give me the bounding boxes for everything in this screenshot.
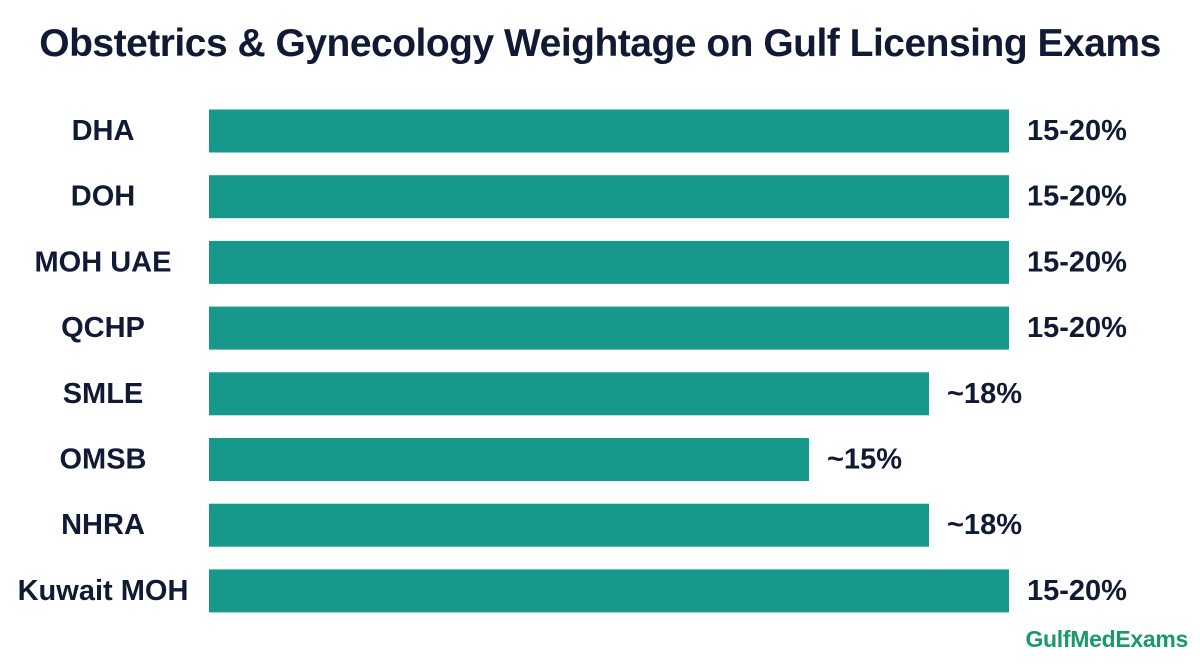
bar-omsb xyxy=(209,438,809,481)
bar-nhra xyxy=(209,503,929,547)
value-labels-group: 15-20% 15-20% 15-20% 15-20% ~18% ~15% ~18% 15-2… xyxy=(827,115,1127,607)
value-label: 15-20% xyxy=(1027,575,1127,607)
bar-dha xyxy=(209,109,1009,153)
bar-smle xyxy=(209,372,929,416)
bar-kuwait-moh xyxy=(209,569,1009,613)
category-label: NHRA xyxy=(61,509,145,541)
category-label: DOH xyxy=(71,181,135,213)
value-label: ~15% xyxy=(827,444,902,476)
bar-doh xyxy=(209,175,1009,219)
value-label: 15-20% xyxy=(1027,246,1127,278)
value-label: 15-20% xyxy=(1027,312,1127,344)
category-label: SMLE xyxy=(63,378,144,410)
bar-moh-uae xyxy=(209,240,1009,284)
chart-title: Obstetrics & Gynecology Weightage on Gul… xyxy=(39,22,1161,65)
value-label: 15-20% xyxy=(1027,181,1127,213)
category-label: DHA xyxy=(72,115,135,147)
value-label: 15-20% xyxy=(1027,115,1127,147)
category-label: OMSB xyxy=(60,444,147,476)
value-label: ~18% xyxy=(947,509,1022,541)
watermark-logo: GulfMedExams xyxy=(1025,626,1188,652)
value-label: ~18% xyxy=(947,378,1022,410)
bar-qchp xyxy=(209,306,1009,350)
category-label: MOH UAE xyxy=(35,246,172,278)
category-label: Kuwait MOH xyxy=(18,575,189,607)
category-label: QCHP xyxy=(61,312,145,344)
category-labels-group: DHA DOH MOH UAE QCHP SMLE OMSB NHRA Kuwait MOH xyxy=(18,115,189,607)
bars-group xyxy=(209,109,1009,613)
